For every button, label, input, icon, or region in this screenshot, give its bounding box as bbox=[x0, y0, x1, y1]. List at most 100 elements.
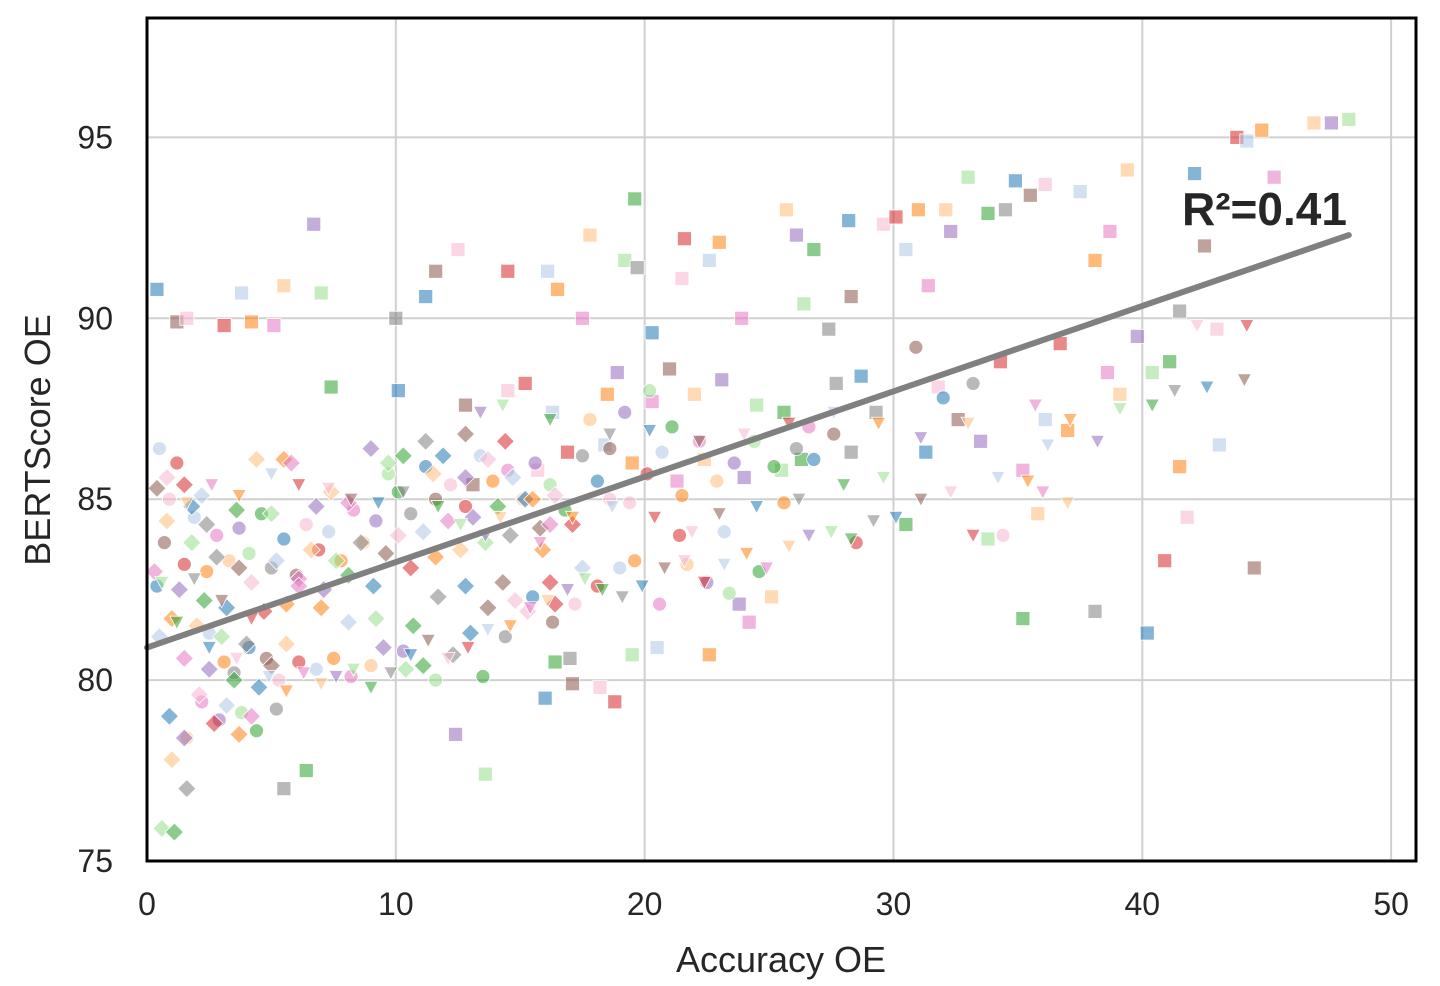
data-point-diamond bbox=[249, 677, 269, 697]
data-point-square bbox=[876, 216, 891, 232]
data-point-triangle-down bbox=[641, 424, 658, 439]
data-point-square bbox=[796, 296, 812, 312]
data-point-circle bbox=[716, 524, 732, 540]
data-point-triangle-down bbox=[1236, 373, 1252, 388]
data-point-square bbox=[853, 368, 869, 384]
data-point-diamond bbox=[523, 489, 543, 509]
data-point-diamond bbox=[373, 637, 393, 658]
data-point-diamond bbox=[366, 609, 386, 629]
data-point-square bbox=[843, 444, 859, 460]
data-point-diamond bbox=[396, 659, 416, 679]
data-point-square bbox=[898, 242, 914, 257]
data-point-diamond bbox=[197, 514, 217, 535]
data-point-square bbox=[306, 216, 322, 232]
data-point-circle bbox=[308, 661, 324, 677]
data-point-square bbox=[1102, 224, 1118, 239]
data-point-circle bbox=[231, 520, 247, 536]
x-tick-label: 20 bbox=[627, 886, 663, 922]
data-point-circle bbox=[567, 596, 583, 612]
data-point-square bbox=[980, 205, 996, 221]
data-point-diamond bbox=[376, 543, 396, 564]
data-point-diamond bbox=[363, 576, 383, 596]
data-point-circle bbox=[443, 477, 458, 493]
data-point-square bbox=[998, 202, 1013, 218]
x-tick-label: 30 bbox=[876, 886, 912, 922]
data-point-circle bbox=[497, 629, 513, 645]
data-point-square bbox=[789, 227, 804, 243]
data-point-circle bbox=[664, 419, 680, 435]
data-point-square bbox=[477, 766, 493, 782]
data-point-triangle-down bbox=[614, 590, 630, 605]
data-point-triangle-down bbox=[676, 554, 693, 569]
data-point-diamond bbox=[159, 706, 179, 726]
data-point-triangle-down bbox=[472, 405, 489, 421]
data-point-diamond bbox=[413, 522, 433, 542]
data-point-square bbox=[1209, 321, 1225, 337]
x-tick-label: 40 bbox=[1124, 886, 1160, 922]
data-point-circle bbox=[271, 672, 287, 688]
data-point-circle bbox=[152, 441, 167, 456]
data-point-square bbox=[960, 169, 976, 185]
data-point-diamond bbox=[192, 486, 212, 506]
data-point-square bbox=[734, 310, 750, 326]
data-point-triangle-down bbox=[522, 601, 538, 616]
data-point-diamond bbox=[182, 533, 202, 553]
data-point-diamond bbox=[224, 670, 244, 690]
data-point-square bbox=[711, 234, 727, 250]
data-point-square bbox=[1197, 238, 1212, 254]
data-point-circle bbox=[169, 455, 185, 471]
data-point-diamond bbox=[403, 616, 423, 636]
data-point-diamond bbox=[157, 467, 177, 488]
data-point-circle bbox=[908, 339, 924, 355]
data-point-square bbox=[1179, 509, 1195, 525]
data-point-triangle-down bbox=[263, 467, 280, 482]
data-point-diamond bbox=[204, 713, 224, 734]
data-point-square bbox=[629, 260, 645, 276]
data-point-triangle-down bbox=[604, 500, 620, 515]
data-point-square bbox=[828, 376, 844, 391]
data-point-triangle-down bbox=[748, 500, 765, 515]
data-point-diamond bbox=[174, 475, 194, 495]
data-point-circle bbox=[776, 495, 792, 511]
data-point-circle bbox=[326, 650, 342, 666]
data-point-square bbox=[1341, 111, 1357, 127]
data-point-square bbox=[276, 781, 292, 797]
data-point-square bbox=[562, 650, 578, 666]
data-point-circle bbox=[789, 441, 804, 456]
data-point-triangle-down bbox=[345, 662, 362, 678]
data-point-triangle-down bbox=[328, 670, 344, 685]
data-point-triangle-down bbox=[278, 684, 295, 699]
data-point-triangle-down bbox=[716, 557, 732, 573]
data-point-triangle-down bbox=[213, 594, 230, 609]
data-point-circle bbox=[458, 499, 473, 514]
data-point-square bbox=[1172, 459, 1188, 475]
data-point-triangle-down bbox=[296, 666, 312, 681]
data-point-square bbox=[1157, 553, 1173, 569]
data-point-circle bbox=[485, 473, 501, 489]
data-point-square bbox=[298, 763, 314, 778]
y-tick-label: 80 bbox=[77, 662, 113, 698]
data-point-diamond bbox=[306, 496, 326, 516]
data-point-square bbox=[276, 278, 292, 294]
data-point-square bbox=[731, 596, 747, 612]
data-points bbox=[144, 111, 1357, 842]
data-point-square bbox=[821, 321, 837, 337]
data-point-diamond bbox=[164, 822, 184, 842]
data-point-square bbox=[418, 289, 434, 304]
data-point-circle bbox=[403, 506, 419, 522]
data-point-square bbox=[244, 314, 259, 330]
data-point-triangle-down bbox=[594, 583, 611, 598]
data-point-square bbox=[1119, 162, 1135, 178]
data-point-square bbox=[575, 310, 590, 326]
y-tick-label: 75 bbox=[77, 843, 113, 879]
data-point-circle bbox=[995, 527, 1011, 543]
data-point-triangle-down bbox=[990, 471, 1006, 486]
data-point-triangle-down bbox=[801, 528, 817, 544]
data-point-triangle-down bbox=[696, 576, 713, 591]
trendline bbox=[144, 232, 1352, 651]
data-point-square bbox=[1015, 611, 1031, 626]
data-point-diamond bbox=[177, 779, 197, 799]
data-point-triangle-down bbox=[539, 594, 556, 609]
data-point-square bbox=[216, 318, 232, 333]
data-point-diamond bbox=[212, 627, 232, 647]
